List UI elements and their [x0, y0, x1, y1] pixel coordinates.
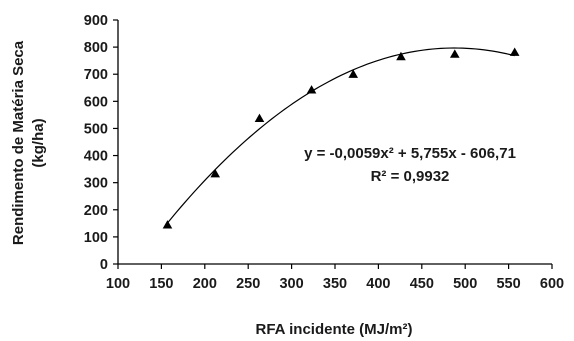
data-point-triangle [348, 69, 359, 78]
axes [117, 20, 552, 265]
x-tick-label: 550 [496, 276, 520, 292]
data-point-triangle [254, 113, 265, 123]
data-points [162, 47, 520, 229]
y-tick-label: 800 [84, 40, 108, 56]
y-axis-title-line1: Rendimento de Matéria Seca [10, 40, 27, 245]
x-tick-label: 450 [410, 276, 434, 292]
y-tick-label: 100 [84, 230, 108, 246]
data-point-triangle [509, 47, 520, 56]
trendline [167, 47, 515, 224]
x-tick-label: 500 [453, 276, 477, 292]
data-point-triangle [162, 220, 173, 229]
y-tick-label: 200 [84, 203, 108, 219]
x-tick-label: 300 [279, 276, 303, 292]
x-tick-label: 200 [193, 276, 217, 292]
x-axis-title: RFA incidente (MJ/m²) [256, 321, 413, 338]
y-tick-label: 900 [84, 13, 108, 29]
r-squared-label: R² = 0,9932 [371, 168, 450, 185]
y-tick-label: 400 [84, 149, 108, 165]
y-tick-label: 500 [84, 121, 108, 137]
x-tick-label: 350 [323, 276, 347, 292]
x-tick-label: 150 [149, 276, 173, 292]
x-tick-label: 250 [236, 276, 260, 292]
data-point-triangle [396, 51, 406, 61]
y-tick-label: 300 [84, 176, 108, 192]
data-point-triangle [306, 85, 317, 94]
y-tick-label: 600 [84, 94, 108, 110]
x-tick-label: 400 [366, 276, 390, 292]
x-tick-label: 600 [540, 276, 564, 292]
x-tick-label: 100 [106, 276, 130, 292]
y-tick-label: 700 [84, 67, 108, 83]
y-axis-ticks: 0 100 200 300 400 500 600 700 800 900 [84, 13, 118, 273]
data-point-triangle [210, 168, 221, 178]
data-point-triangle [449, 49, 460, 58]
trendline-group [167, 47, 515, 224]
y-axis-title-line2: (kg/ha) [30, 118, 47, 167]
trendline-equation: y = -0,0059x² + 5,755x - 606,71 [304, 145, 516, 162]
x-axis-ticks: 100 150 200 250 300 350 400 450 500 550 600 [106, 264, 564, 292]
y-tick-label: 0 [100, 257, 108, 273]
